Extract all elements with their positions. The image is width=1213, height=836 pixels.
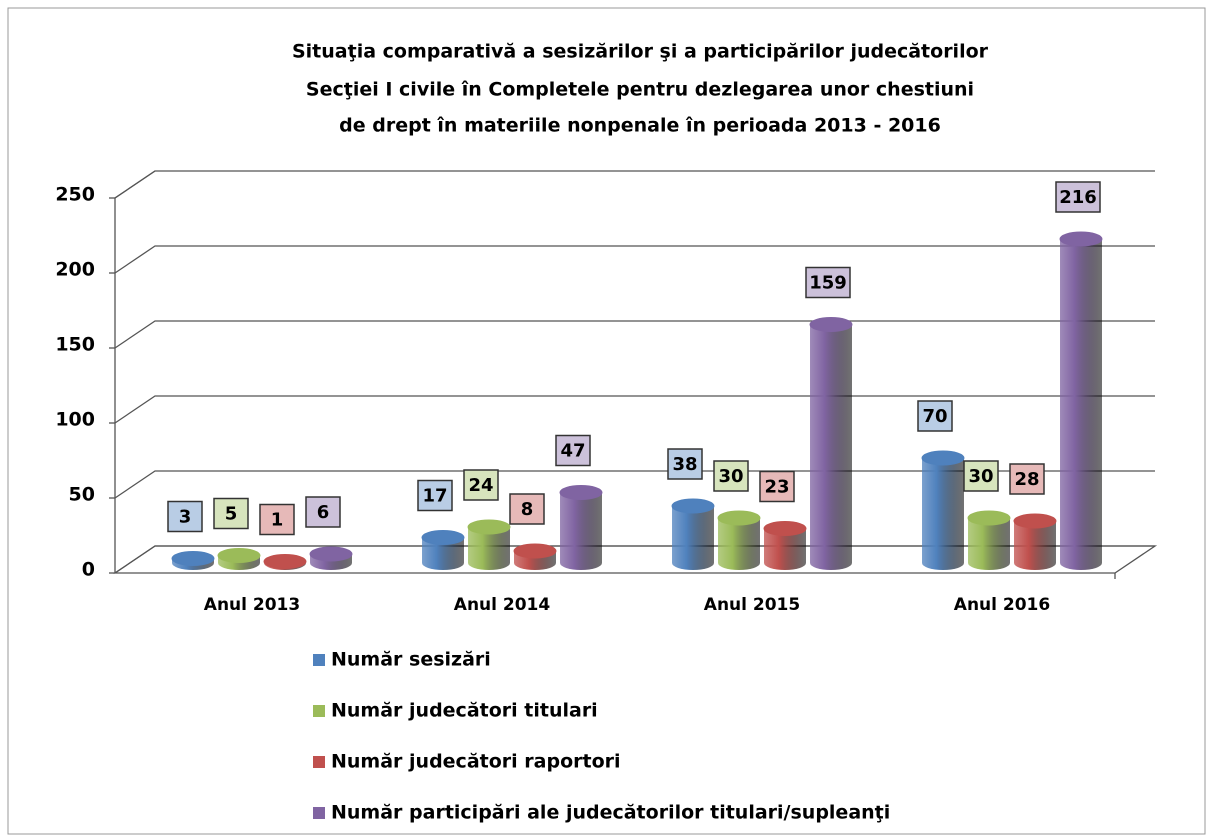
x-tick-label: Anul 2015 — [704, 595, 800, 615]
data-label: 159 — [809, 273, 847, 294]
x-tick-label: Anul 2016 — [954, 595, 1050, 615]
bar — [968, 518, 1010, 570]
grid-line — [114, 395, 1155, 424]
data-label-box — [259, 503, 295, 536]
grid-line — [114, 245, 1155, 274]
data-label: 47 — [560, 441, 585, 462]
y-tick-label: 100 — [55, 409, 95, 431]
data-label: 30 — [968, 466, 993, 487]
bar-top — [671, 498, 715, 514]
bar-top — [421, 530, 465, 545]
bar — [560, 492, 602, 570]
data-label: 6 — [317, 502, 330, 523]
data-label-box — [963, 460, 999, 492]
y-tick-label: 200 — [55, 259, 95, 281]
x-tick-label: Anul 2013 — [204, 595, 300, 615]
data-label-box — [713, 460, 749, 492]
legend-label: Număr judecători raportori — [331, 751, 621, 773]
bar-top — [309, 546, 353, 562]
legend-label: Număr sesizări — [331, 649, 491, 671]
grid-line — [114, 320, 1155, 349]
legend-swatch — [313, 756, 325, 768]
bar-top — [467, 519, 511, 535]
data-label: 216 — [1059, 187, 1097, 208]
data-label-box — [805, 266, 851, 299]
bar-top — [1059, 231, 1103, 247]
bar-top — [763, 521, 807, 536]
bar — [922, 458, 964, 570]
y-tick-label: 150 — [55, 334, 95, 356]
y-tick-label: 50 — [69, 484, 95, 506]
legend-swatch — [313, 705, 325, 717]
frame — [7, 7, 1206, 835]
bar-top — [513, 543, 557, 559]
legend-swatch — [313, 654, 325, 666]
back-wall — [114, 170, 156, 573]
data-label: 3 — [179, 507, 192, 528]
data-label-box — [667, 448, 703, 480]
data-label-box — [1055, 181, 1101, 213]
bar — [764, 528, 806, 570]
grid-line — [114, 170, 1155, 199]
data-label: 38 — [672, 454, 697, 475]
legend-swatch — [313, 807, 325, 819]
bar — [1014, 521, 1056, 570]
data-label: 8 — [521, 499, 534, 520]
bar — [422, 537, 464, 570]
bar-top — [921, 450, 965, 466]
bar — [468, 527, 510, 570]
y-tick-label: 250 — [55, 184, 95, 206]
legend-label: Număr participări ale judecătorilor titu… — [331, 802, 890, 824]
data-label-box — [417, 479, 453, 512]
x-tick-label: Anul 2014 — [454, 595, 551, 615]
legend-label: Număr judecători titulari — [331, 700, 598, 722]
bar-top — [217, 548, 261, 563]
data-label-box — [213, 497, 249, 530]
bar — [672, 506, 714, 570]
data-label: 17 — [422, 486, 447, 507]
data-label: 1 — [271, 510, 284, 531]
bar-top — [263, 554, 307, 569]
data-label-box — [305, 496, 341, 528]
bar-top — [967, 510, 1011, 526]
data-label-box — [555, 434, 591, 467]
chart-title: Situaţia comparativă a sesizărilor şi a … — [292, 41, 989, 63]
bar — [1060, 239, 1102, 570]
chart-title: de drept în materiile nonpenale în perio… — [339, 115, 941, 137]
bar-top — [171, 551, 215, 566]
data-label-box — [509, 493, 545, 525]
bar-top — [717, 510, 761, 526]
data-label-box — [463, 469, 499, 501]
y-tick-label: 0 — [82, 559, 95, 581]
data-label: 5 — [225, 504, 238, 525]
bar-top — [809, 317, 853, 332]
data-label: 28 — [1014, 469, 1039, 490]
data-label-box — [1009, 463, 1045, 495]
grid-line — [114, 470, 1155, 499]
data-label-box — [917, 400, 953, 432]
chart-title: Secţiei I civile în Completele pentru de… — [306, 79, 974, 101]
data-label-box — [167, 500, 203, 533]
bar-top — [559, 485, 603, 500]
data-label: 70 — [922, 406, 947, 427]
data-label-box — [759, 470, 795, 503]
data-label: 24 — [468, 475, 493, 496]
bar — [718, 518, 760, 570]
data-label: 23 — [764, 477, 789, 498]
bar — [810, 324, 852, 570]
bar-top — [1013, 513, 1057, 529]
data-label: 30 — [718, 466, 743, 487]
